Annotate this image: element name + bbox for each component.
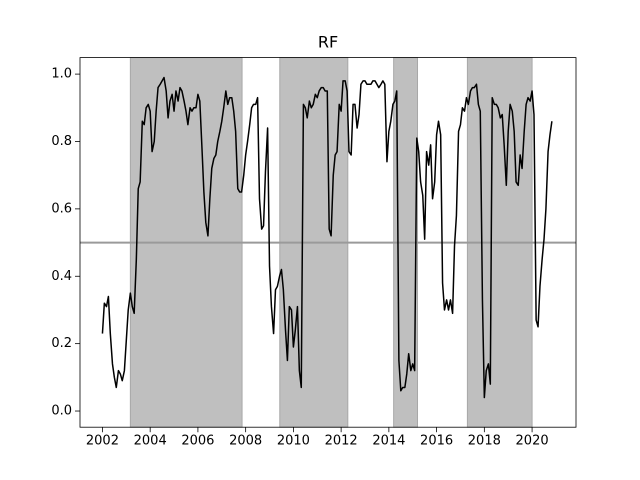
x-tick-label: 2008 bbox=[229, 434, 262, 449]
y-tick-label: 0.4 bbox=[51, 269, 72, 284]
data-line bbox=[101, 76, 553, 399]
x-tick-label: 2016 bbox=[420, 434, 453, 449]
x-tick-label: 2002 bbox=[86, 434, 119, 449]
x-tick-label: 2010 bbox=[277, 434, 310, 449]
y-tick-label: 1.0 bbox=[51, 67, 72, 82]
x-tick-label: 2006 bbox=[181, 434, 214, 449]
y-tick-label: 0.0 bbox=[51, 404, 72, 419]
y-tick-label: 0.6 bbox=[51, 201, 72, 216]
x-tick-label: 2014 bbox=[372, 434, 405, 449]
axes-frame bbox=[79, 57, 577, 428]
y-tick-label: 0.8 bbox=[51, 134, 72, 149]
x-tick-label: 2012 bbox=[325, 434, 358, 449]
y-tick-label: 0.2 bbox=[51, 336, 72, 351]
x-tick-label: 2004 bbox=[134, 434, 167, 449]
chart-title: RF bbox=[318, 33, 338, 52]
x-tick-label: 2020 bbox=[516, 434, 549, 449]
x-tick-label: 2018 bbox=[468, 434, 501, 449]
